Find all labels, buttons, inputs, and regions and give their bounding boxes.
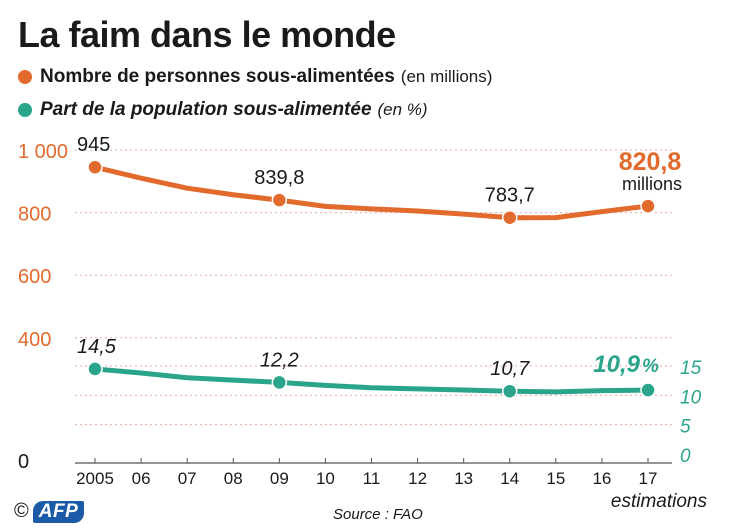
legend-label: Nombre de personnes sous-alimentées — [40, 66, 395, 87]
source-note: Source : FAO — [333, 506, 423, 523]
series-line — [92, 366, 651, 395]
x-tick-label: 16 — [592, 469, 611, 488]
legend-item-undernourished-count: Nombre de personnes sous-alimentées (en … — [18, 66, 492, 88]
y-left-tick-label: 0 — [18, 451, 29, 473]
legend-unit: (en millions) — [400, 67, 493, 86]
afp-credit: © AFP — [14, 500, 85, 523]
y-left-tick-label: 400 — [18, 329, 51, 351]
x-tick-label: 06 — [132, 469, 151, 488]
data-label: 945 — [77, 134, 110, 156]
copyright-icon: © — [14, 500, 29, 522]
chart-title: La faim dans le monde — [18, 14, 396, 55]
x-tick-label: 07 — [178, 469, 197, 488]
y-left-tick-label: 800 — [18, 204, 51, 226]
orange-dot-icon — [18, 70, 32, 84]
data-label: 783,7 — [485, 185, 535, 207]
data-label: 14,5 — [77, 336, 117, 358]
y-right-tick-label: 0 — [680, 446, 691, 467]
data-label: 10,7 — [490, 358, 530, 380]
final-unit-label: % — [642, 356, 659, 377]
data-point — [271, 374, 288, 391]
x-tick-label: 11 — [363, 469, 381, 488]
final-value-label: 10,9 — [593, 351, 640, 378]
data-label: 12,2 — [260, 349, 299, 371]
legend-unit: (en %) — [377, 100, 428, 119]
legend-label: Part de la population sous-alimentée — [40, 99, 372, 120]
x-axis-note: estimations — [611, 491, 708, 512]
x-tick-label: 09 — [270, 469, 289, 488]
data-point — [87, 159, 103, 175]
y-left-tick-label: 600 — [18, 266, 51, 288]
y-right-tick-label: 5 — [680, 417, 691, 438]
x-tick-label: 10 — [316, 469, 335, 488]
x-tick-label: 15 — [546, 469, 565, 488]
series-line — [92, 164, 651, 221]
data-point — [502, 383, 518, 399]
x-tick-label: 12 — [408, 469, 427, 488]
final-value-label: 820,8 — [619, 148, 682, 176]
y-left-tick-label: 1 000 — [18, 141, 68, 163]
y-right-tick-label: 10 — [680, 387, 702, 408]
x-tick-label: 08 — [224, 469, 243, 488]
afp-logo: AFP — [32, 500, 85, 523]
y-right-tick-label: 15 — [680, 358, 702, 379]
teal-dot-icon — [18, 103, 32, 117]
data-point — [87, 361, 103, 377]
x-tick-label: 17 — [639, 469, 658, 488]
data-point — [640, 198, 656, 214]
legend-item-undernourished-share: Part de la population sous-alimentée (en… — [18, 99, 428, 121]
data-point — [502, 209, 518, 226]
data-point — [640, 382, 656, 398]
data-label: 839,8 — [254, 167, 304, 189]
x-tick-label: 14 — [500, 469, 519, 488]
data-point — [271, 192, 288, 208]
x-tick-label: 13 — [454, 469, 473, 488]
x-tick-label: 2005 — [76, 469, 114, 488]
final-unit-label: millions — [622, 174, 682, 194]
